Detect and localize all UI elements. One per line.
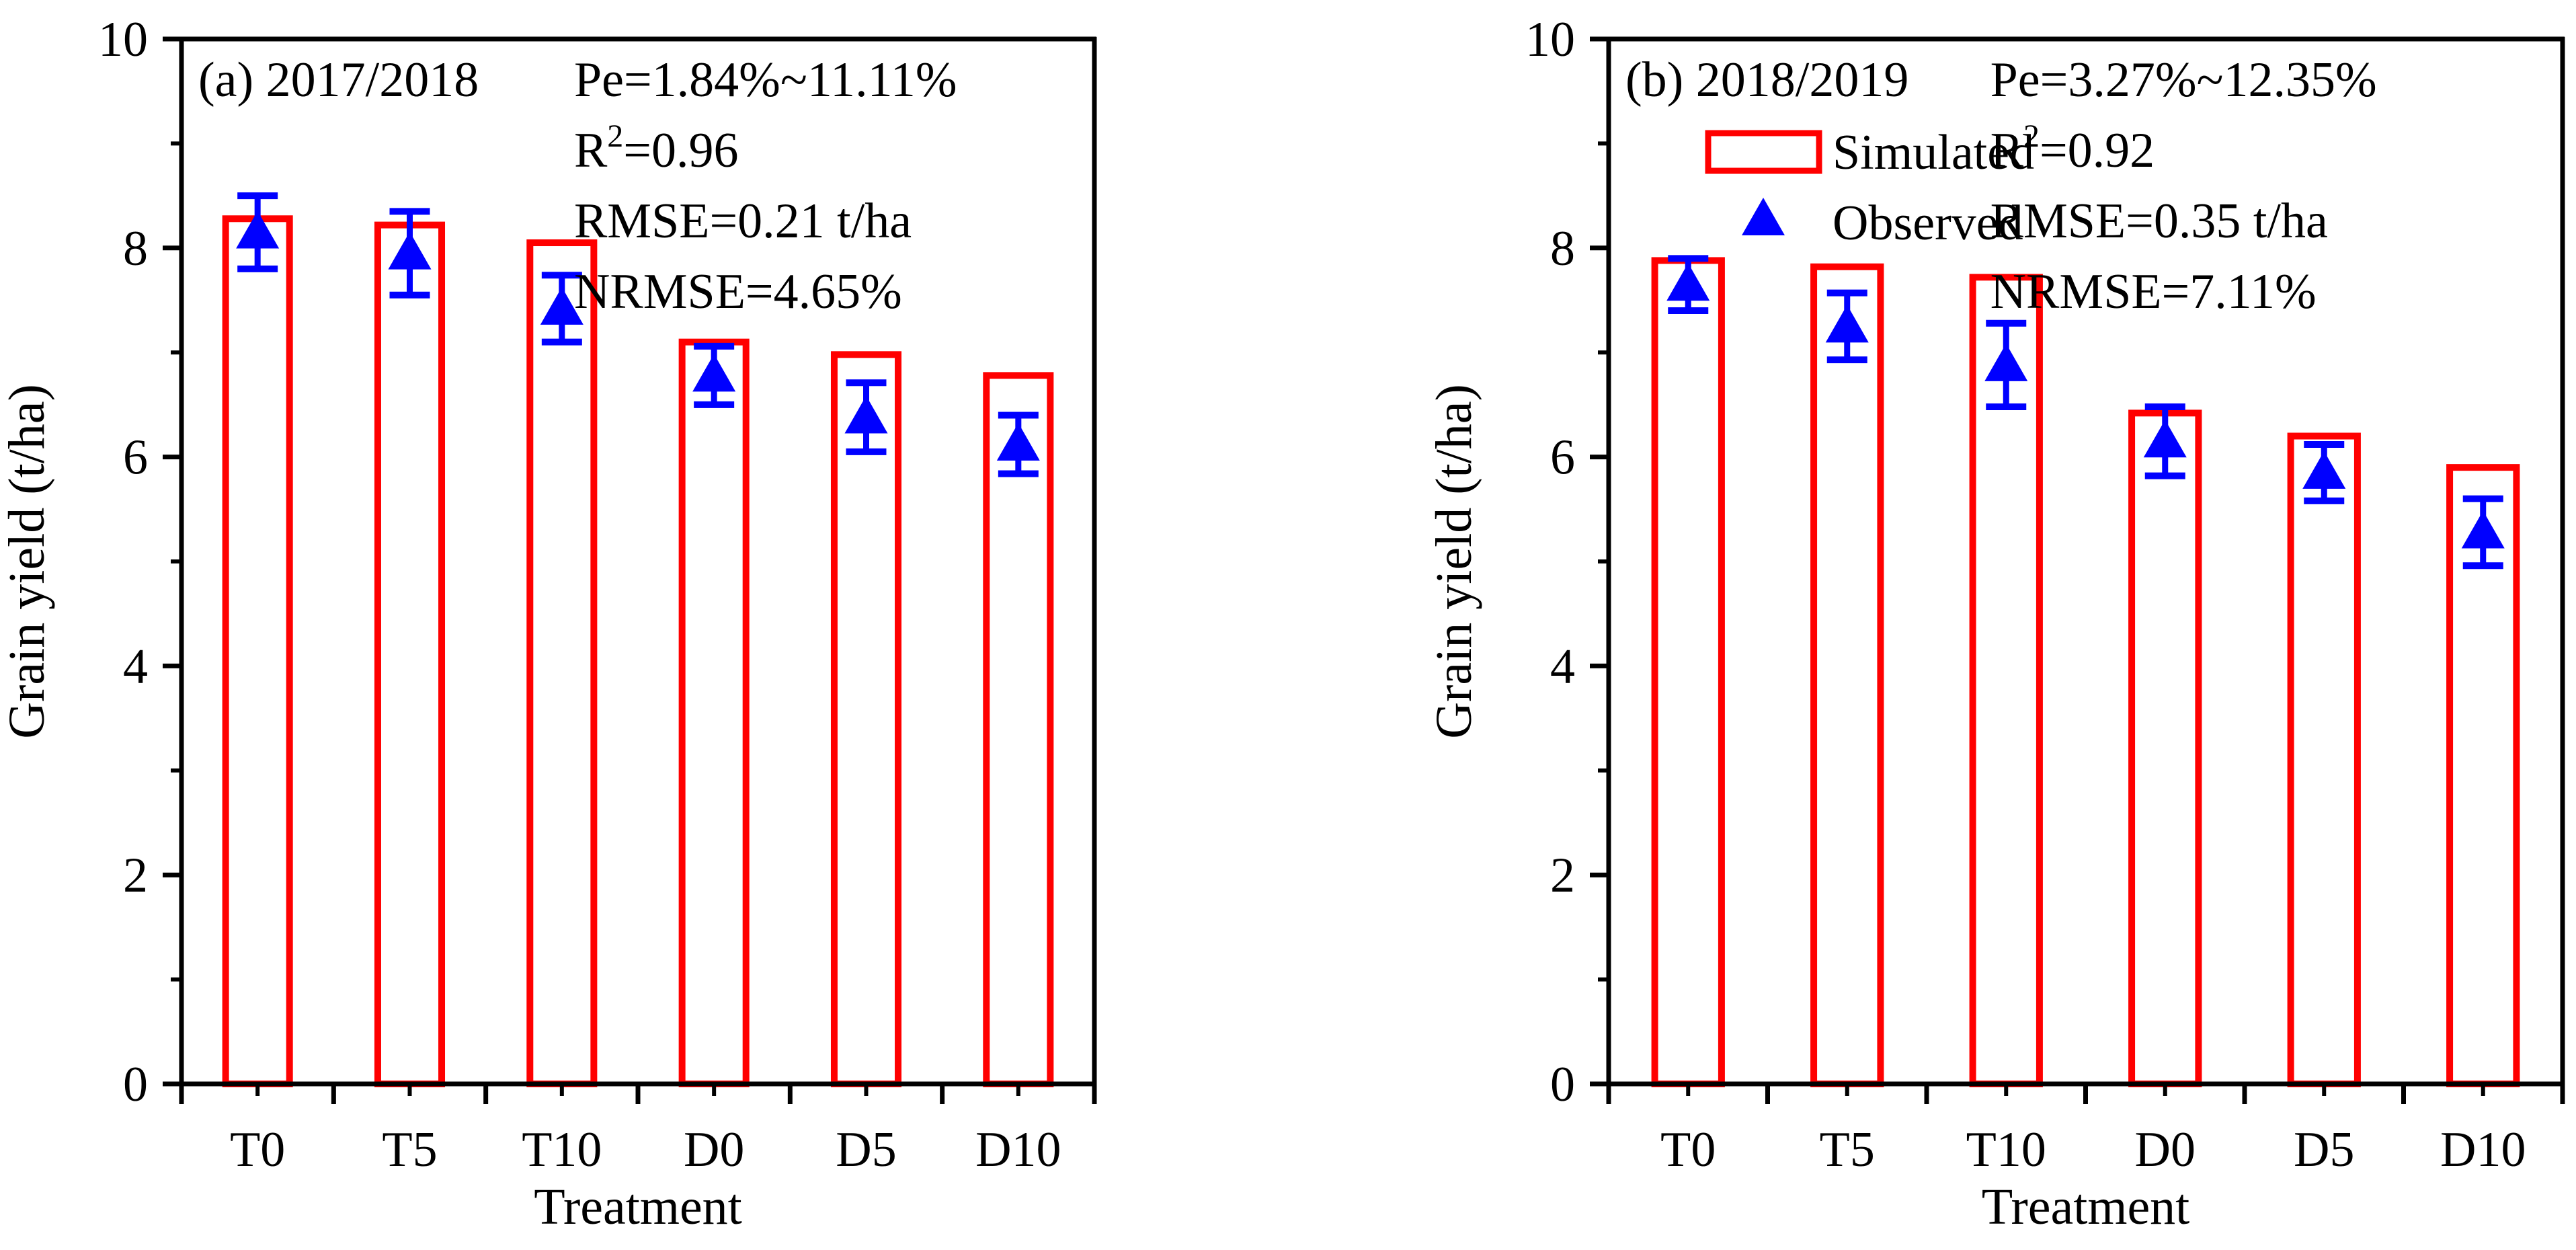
x-ticks: T0 T5 T10 D0 D5 D10: [1606, 1084, 2565, 1177]
observed-point: [388, 208, 432, 299]
observed-markers: [236, 192, 1040, 477]
x-tick-label: D5: [836, 1122, 896, 1177]
x-tick-label: D0: [684, 1122, 744, 1177]
observed-marker: [540, 286, 583, 325]
simulated-bars: [222, 215, 1054, 1088]
stat-rmse: RMSE=0.21 t/ha: [574, 194, 912, 249]
legend-simulated-label: Simulated: [1833, 125, 2034, 180]
y-tick-label: 10: [1525, 12, 1575, 67]
stat-r2-prefix: R: [574, 123, 608, 178]
simulated-bars: [1651, 257, 2520, 1088]
observed-point: [1984, 319, 2028, 411]
observed-point: [236, 192, 280, 272]
legend-observed-label: Observed: [1833, 196, 2023, 251]
observed-point: [2302, 440, 2346, 504]
stats-annotation: Pe=1.84%~11.11% R2=0.96 RMSE=0.21 t/ha N…: [574, 52, 957, 319]
y-tick-label: 0: [1550, 1057, 1575, 1112]
stat-rmse: RMSE=0.35 t/ha: [1990, 194, 2328, 249]
simulated-bar: [2128, 409, 2202, 1087]
observed-marker: [1984, 343, 2028, 381]
observed-marker: [1666, 263, 1710, 301]
observed-marker: [1825, 305, 1869, 343]
y-ticks: 0 2 4 6 8 10: [1525, 12, 1609, 1112]
y-tick-label: 2: [123, 848, 148, 903]
observed-point: [540, 272, 583, 346]
x-tick-label: T5: [382, 1122, 437, 1177]
y-tick-label: 10: [98, 12, 148, 67]
y-tick-label: 2: [1550, 848, 1575, 903]
stat-pe: Pe=1.84%~11.11%: [574, 52, 957, 108]
observed-point: [692, 342, 736, 408]
observed-point: [996, 412, 1040, 477]
x-tick-label: T10: [522, 1122, 602, 1177]
simulated-bar: [222, 215, 293, 1088]
y-tick-label: 0: [123, 1057, 148, 1112]
legend-simulated-swatch: [1705, 130, 1822, 174]
x-ticks: T0 T5 T10 D0 D5 D10: [179, 1084, 1097, 1177]
simulated-bar: [374, 221, 446, 1087]
stat-r2-prefix: R: [1990, 123, 2024, 178]
y-tick-label: 6: [1550, 430, 1575, 485]
observed-marker: [2461, 510, 2505, 549]
observed-point: [1825, 289, 1869, 364]
stats-annotation: Pe=3.27%~12.35% R2=0.92 RMSE=0.35 t/ha N…: [1990, 52, 2377, 319]
y-axis-label: Grain yield (t/ha): [0, 384, 55, 739]
simulated-bar: [2287, 432, 2361, 1087]
y-ticks: 0 2 4 6 8 10: [98, 12, 182, 1112]
stat-r2-value: =0.92: [2040, 123, 2155, 178]
y-tick-label: 4: [1550, 639, 1575, 694]
observed-marker: [2143, 420, 2187, 458]
legend-observed-marker: [1742, 198, 1785, 235]
observed-markers: [1666, 255, 2505, 570]
simulated-bar: [678, 338, 750, 1087]
observed-point: [2143, 403, 2187, 479]
simulated-bar: [1810, 263, 1884, 1088]
panel-label: (a) 2017/2018: [198, 52, 479, 108]
stat-r2: R2=0.96: [574, 118, 739, 178]
observed-marker: [2302, 451, 2346, 489]
stat-r2-value: =0.96: [623, 123, 738, 178]
x-tick-label: D0: [2135, 1122, 2196, 1177]
stat-pe: Pe=3.27%~12.35%: [1990, 52, 2377, 108]
chart-panel-b: 0 2 4 6 8 10 T0 T5 T10 D0 D5 D10 Grain yield (t/ha…: [1426, 12, 2565, 1235]
observed-marker: [236, 210, 280, 249]
x-tick-label: D10: [975, 1122, 1061, 1177]
observed-point: [2461, 495, 2505, 570]
legend: Simulated Observed: [1705, 125, 2034, 251]
chart-panel-a: 0 2 4 6 8 10 T0 T5 T10 D0 D5 D10 Grain yield (t/ha…: [0, 12, 1097, 1235]
x-tick-label: T0: [230, 1122, 285, 1177]
x-tick-label: T0: [1660, 1122, 1716, 1177]
x-tick-label: T5: [1820, 1122, 1875, 1177]
simulated-bar: [526, 239, 598, 1087]
stat-nrmse: NRMSE=4.65%: [574, 264, 902, 319]
observed-point: [1666, 255, 1710, 315]
observed-marker: [692, 354, 736, 392]
x-tick-label: D10: [2440, 1122, 2526, 1177]
x-axis-label: Treatment: [534, 1179, 742, 1235]
simulated-bar: [830, 351, 902, 1087]
panel-label: (b) 2018/2019: [1625, 52, 1908, 108]
stat-r2-sup: 2: [607, 118, 623, 154]
y-tick-label: 8: [1550, 221, 1575, 276]
stat-r2-sup: 2: [2023, 118, 2040, 154]
y-tick-label: 4: [123, 639, 148, 694]
observed-marker: [388, 231, 432, 270]
stat-nrmse: NRMSE=7.11%: [1990, 264, 2317, 319]
observed-point: [844, 379, 888, 455]
observed-marker: [844, 395, 888, 434]
simulated-bar: [983, 372, 1054, 1088]
y-tick-label: 6: [123, 430, 148, 485]
x-tick-label: D5: [2294, 1122, 2354, 1177]
simulated-bar: [1651, 257, 1725, 1087]
y-tick-label: 8: [123, 221, 148, 276]
x-tick-label: T10: [1966, 1122, 2046, 1177]
y-axis-label: Grain yield (t/ha): [1426, 384, 1482, 739]
observed-marker: [996, 422, 1040, 461]
stat-r2: R2=0.92: [1990, 118, 2155, 178]
x-axis-label: Treatment: [1982, 1179, 2190, 1235]
